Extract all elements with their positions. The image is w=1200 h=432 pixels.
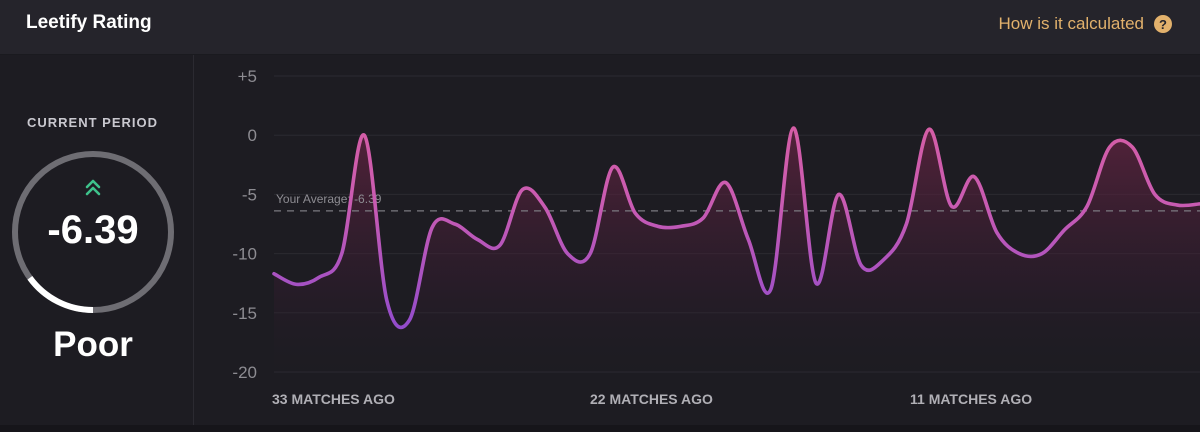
rating-gauge [12,151,174,313]
gauge-fill [12,151,174,313]
page-title: Leetify Rating [26,12,152,33]
y-axis: +5 0 -5 -10 -15 -20 [232,67,257,382]
y-tick-label: -20 [232,363,257,382]
header: Leetify Rating How is it calculated ? [0,0,1200,55]
help-link-label: How is it calculated [998,14,1144,33]
question-circle-icon: ? [1154,15,1172,33]
x-axis: 33 MATCHES AGO 22 MATCHES AGO 11 MATCHES A… [272,391,1032,407]
rating-chart: +5 0 -5 -10 -15 -20 Your Average: -6.39 33 MA… [232,67,1200,407]
bottom-border [0,425,1200,432]
y-tick-label: -5 [242,185,257,204]
y-tick-label: -15 [232,304,257,323]
current-period-label: CURRENT PERIOD [26,115,158,130]
double-chevron-up-icon [85,179,101,196]
x-axis-label: 33 MATCHES AGO [272,391,395,407]
average-label: Your Average: -6.39 [276,192,382,206]
rating-line [272,126,1200,330]
rating-value: -6.39 [47,208,139,252]
y-tick-label: -10 [232,245,257,264]
how-is-it-calculated-link[interactable]: How is it calculated ? [998,14,1172,34]
y-tick-label: +5 [238,67,257,86]
current-period-panel: CURRENT PERIOD -6.39 Poor [0,55,194,425]
y-tick-label: 0 [248,126,257,145]
rating-area-fill [274,128,1200,372]
x-axis-label: 22 MATCHES AGO [590,391,713,407]
x-axis-label: 11 MATCHES AGO [910,391,1032,407]
rating-label: Poor [53,325,133,364]
